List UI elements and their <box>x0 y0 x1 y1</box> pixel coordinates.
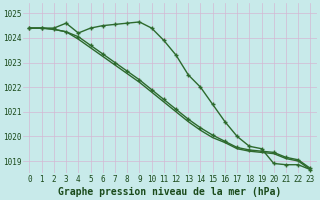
X-axis label: Graphe pression niveau de la mer (hPa): Graphe pression niveau de la mer (hPa) <box>58 186 282 197</box>
